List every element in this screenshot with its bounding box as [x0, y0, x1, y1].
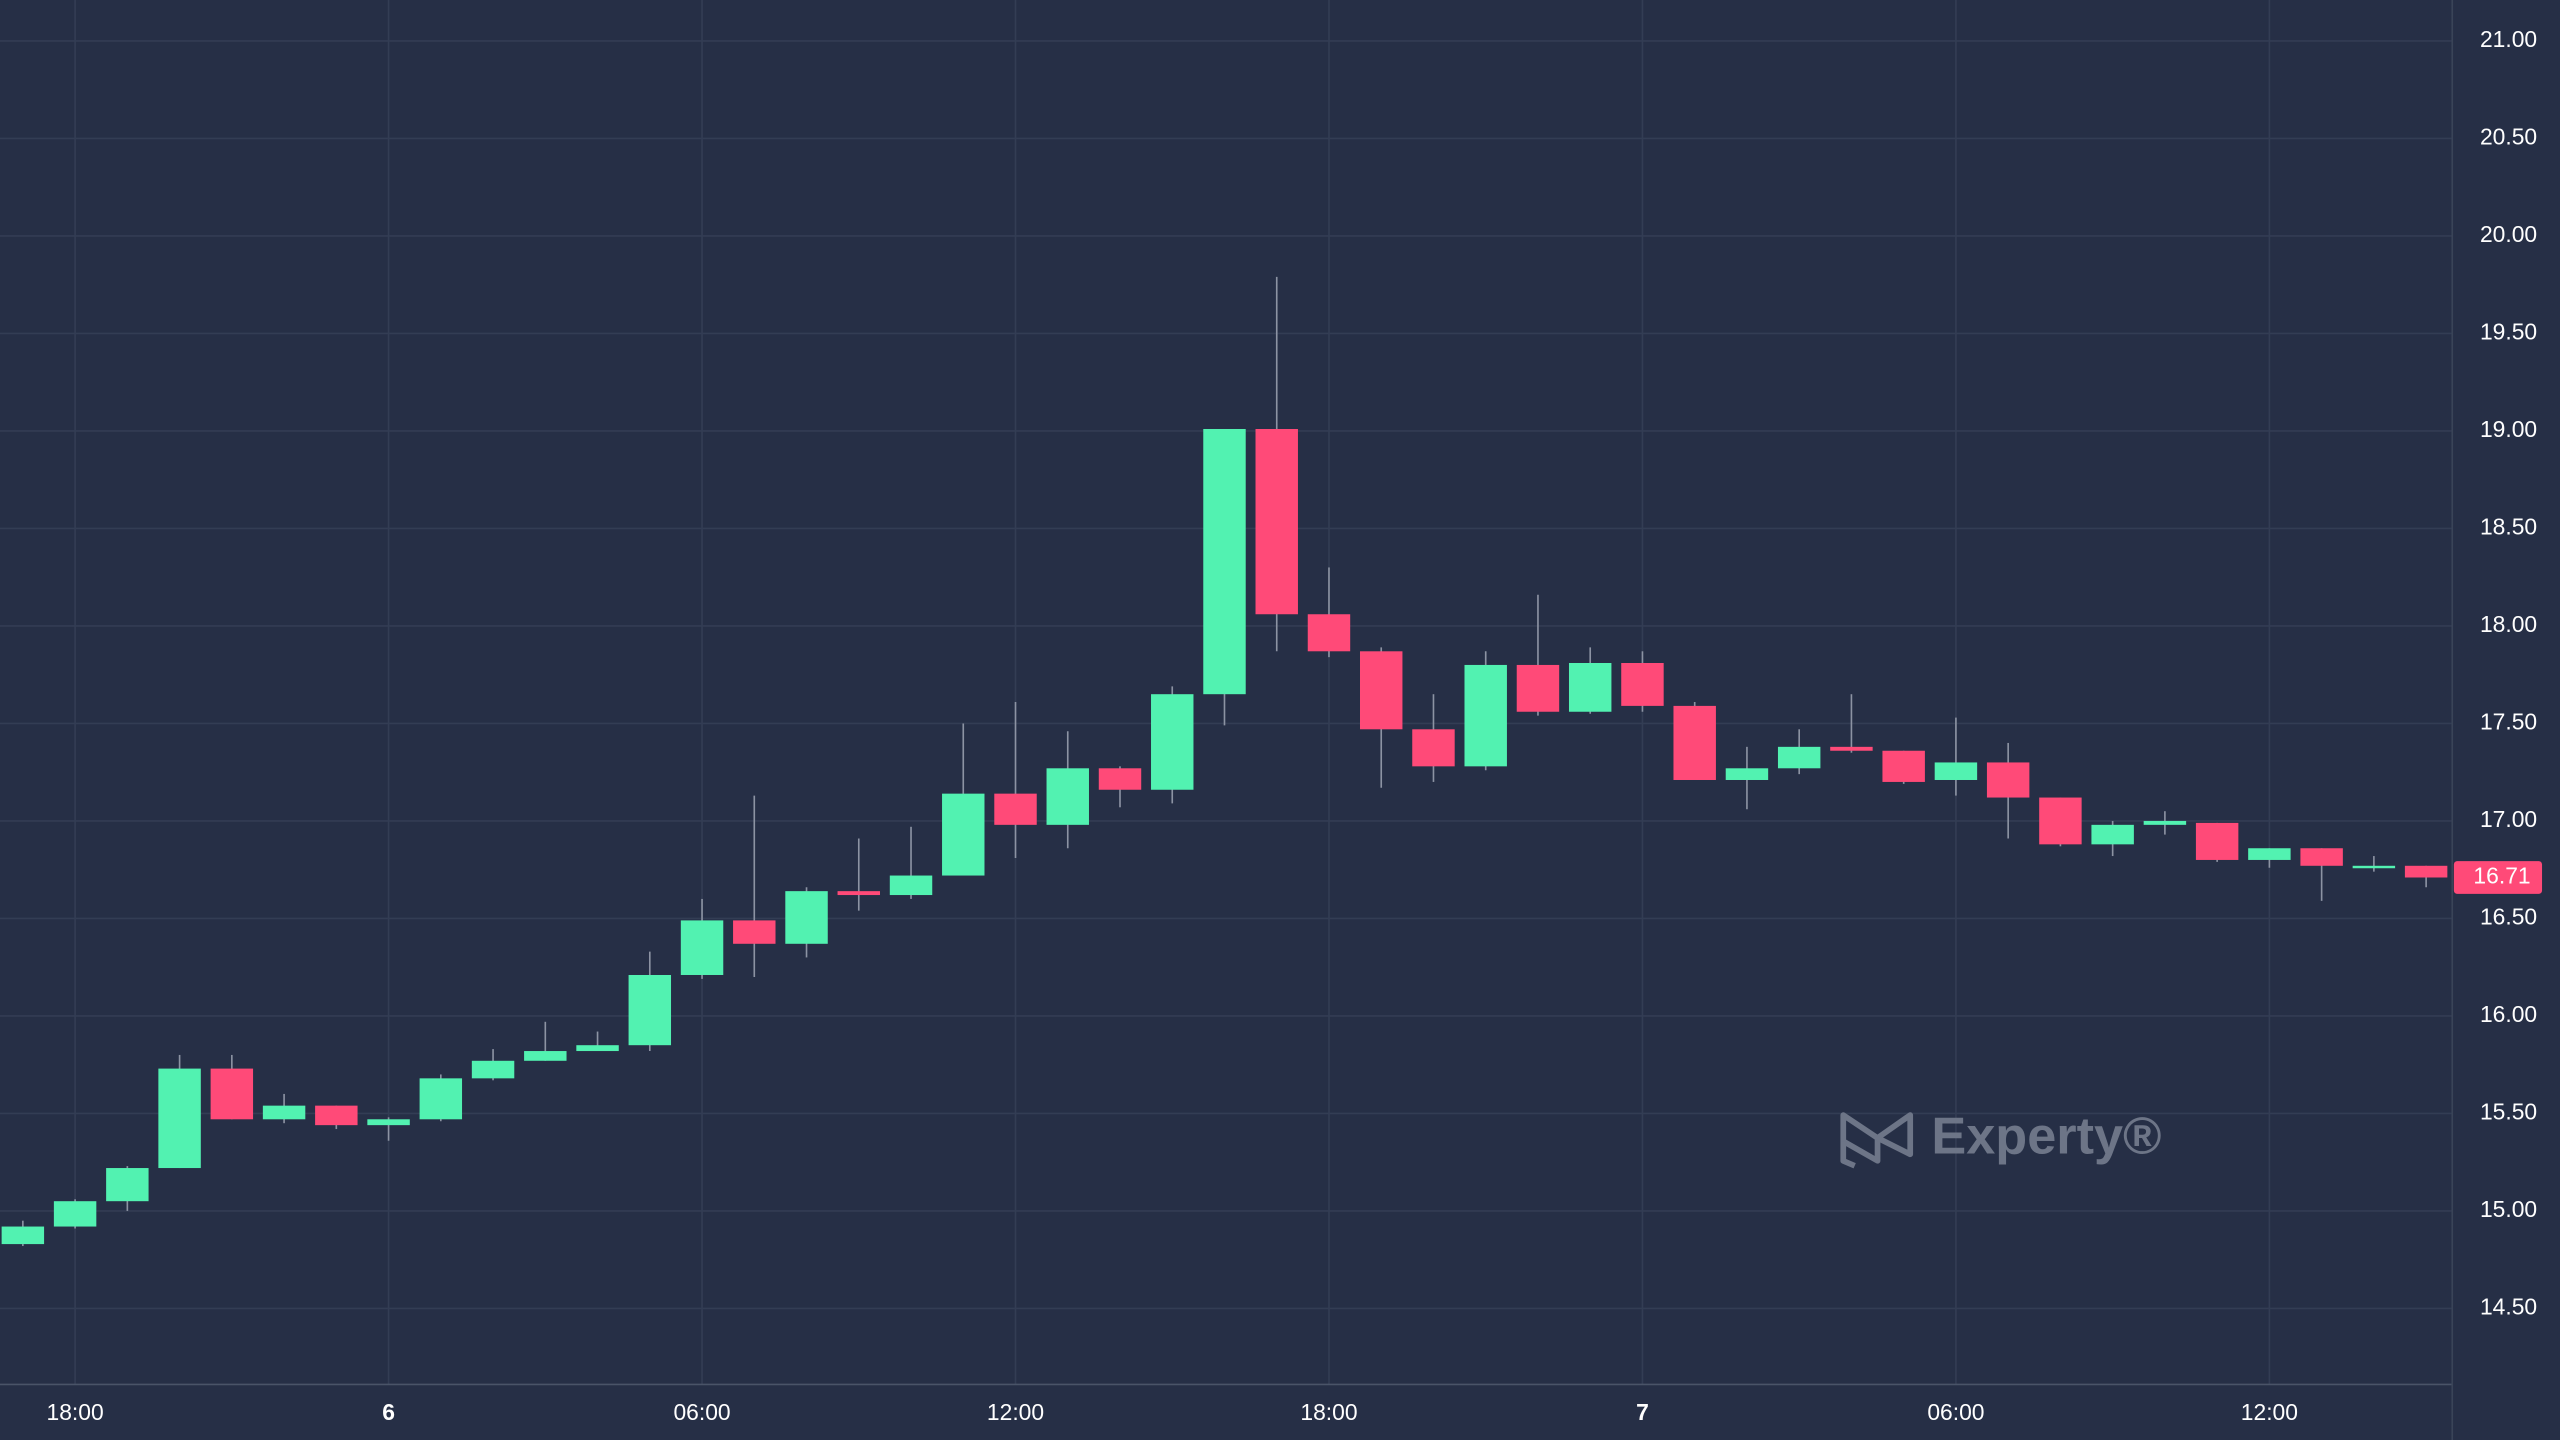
y-tick-label: 14.50 [2480, 1293, 2537, 1319]
candle-body [837, 891, 880, 896]
watermark-logo [1840, 1112, 1914, 1169]
candle-body [889, 875, 933, 896]
candle-body [1725, 768, 1769, 780]
x-tick-label: 12:00 [987, 1399, 1044, 1425]
candle-body [1882, 750, 1925, 782]
candle-body [942, 793, 985, 876]
y-tick-label: 18.50 [2480, 513, 2537, 539]
y-tick-label: 20.50 [2480, 123, 2537, 149]
last-price-label: 16.71 [2473, 863, 2530, 889]
candle-body [315, 1105, 358, 1126]
candle-body [2300, 848, 2343, 866]
candle-body [2195, 822, 2239, 860]
candle-body [1098, 768, 1142, 790]
candle-body [158, 1068, 201, 1169]
candle-body [1934, 762, 1978, 780]
candle-body [471, 1060, 515, 1079]
x-tick-label: 6 [382, 1399, 395, 1425]
x-tick-label: 12:00 [2241, 1399, 2298, 1425]
candle-body [785, 891, 828, 944]
y-tick-label: 19.50 [2480, 318, 2537, 344]
y-tick-label: 17.00 [2480, 806, 2537, 832]
last-price-tag [2453, 861, 2543, 894]
candle-body [2091, 824, 2134, 845]
y-tick-label: 15.00 [2480, 1196, 2537, 1222]
candle-body [1, 1226, 45, 1245]
y-tick-label: 16.00 [2480, 1001, 2537, 1027]
candle-body [1360, 651, 1403, 730]
candle-body [1046, 768, 1089, 825]
candle-body [2404, 865, 2448, 878]
candle-body [2352, 865, 2396, 869]
y-tick-label: 15.50 [2480, 1098, 2537, 1124]
candle-body [1568, 662, 1612, 712]
candle-body [210, 1068, 254, 1120]
candle-body [576, 1045, 619, 1052]
candle-body [2039, 797, 2082, 845]
watermark: Experty® [1931, 1107, 2161, 1165]
candle-body [53, 1201, 97, 1227]
candle-body [1986, 762, 2030, 798]
candle-body [1673, 705, 1716, 780]
candle-body [1464, 664, 1507, 767]
y-tick-label: 20.00 [2480, 221, 2537, 247]
candle-body [1621, 662, 1664, 706]
x-tick-label: 18:00 [1300, 1399, 1357, 1425]
x-tick-label: 06:00 [673, 1399, 730, 1425]
candle-body [1830, 746, 1873, 751]
x-tick-label: 06:00 [1927, 1399, 1984, 1425]
candle-body [1307, 614, 1351, 652]
candle-body [2143, 820, 2187, 825]
candle-body [1151, 694, 1194, 790]
candle-body [367, 1119, 410, 1126]
candle-body [1777, 746, 1821, 769]
candle-body [1516, 664, 1560, 712]
candle-body [733, 920, 776, 944]
x-tick-label: 7 [1636, 1399, 1649, 1425]
candle-body [994, 793, 1037, 825]
y-tick-label: 16.50 [2480, 903, 2537, 929]
candle-body [419, 1078, 463, 1120]
candle-body [680, 920, 724, 975]
candle-body [2248, 848, 2291, 860]
candle-body [1412, 729, 1455, 767]
candle-body [106, 1168, 149, 1202]
candle-body [1255, 428, 1298, 615]
x-tick-label: 18:00 [47, 1399, 104, 1425]
candle-body [1203, 428, 1246, 695]
y-tick-label: 21.00 [2480, 26, 2537, 52]
candle-body [262, 1105, 306, 1120]
candle-body [524, 1051, 567, 1061]
y-tick-label: 17.50 [2480, 708, 2537, 734]
candle-body [628, 974, 672, 1046]
y-tick-label: 18.00 [2480, 611, 2537, 637]
y-tick-label: 19.00 [2480, 416, 2537, 442]
